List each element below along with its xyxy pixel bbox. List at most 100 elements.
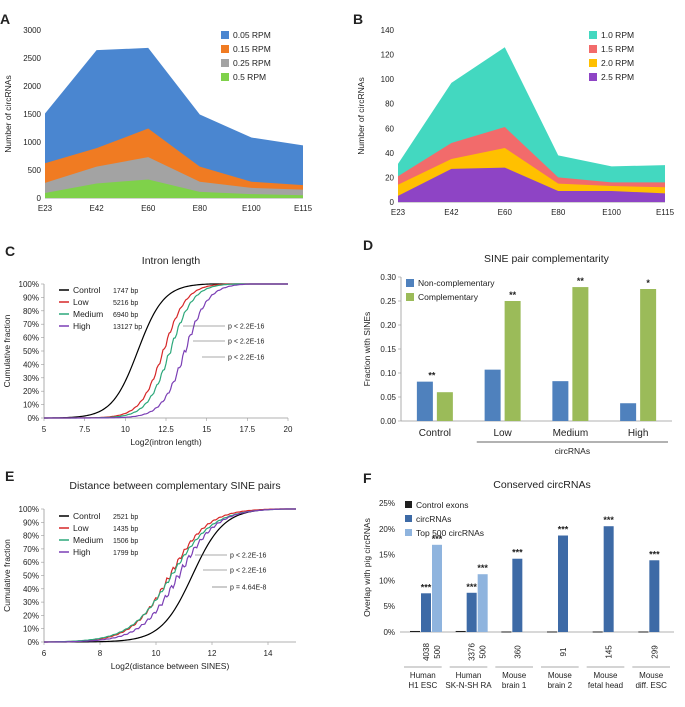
legend-swatch — [589, 45, 597, 53]
y-tick-label: 90% — [23, 293, 39, 302]
x-axis-title: Log2(distance between SINES) — [111, 661, 230, 671]
y-tick-label: 10% — [23, 401, 39, 410]
legend-label: 0.05 RPM — [233, 30, 271, 40]
y-tick-label: 40% — [23, 585, 39, 594]
x-tick-label: 20 — [284, 425, 293, 434]
y-axis-title: Cumulative fraction — [2, 314, 12, 387]
bar-control-exons — [547, 631, 557, 633]
bar-control-exons — [455, 630, 466, 632]
legend-median: 1799 bp — [113, 550, 138, 557]
y-tick-label: 0% — [27, 638, 39, 647]
x-axis-title: Log2(intron length) — [130, 437, 202, 447]
legend-label: Complementary — [418, 292, 479, 302]
y-tick-label: 3000 — [23, 26, 41, 35]
legend-swatch — [406, 293, 414, 301]
bar-control-exons — [501, 631, 512, 633]
legend-label: High — [73, 321, 91, 331]
bar-top-500-circrnas — [477, 574, 488, 632]
y-tick-label: 2500 — [23, 54, 41, 63]
legend-swatch — [589, 31, 597, 39]
count-label: 145 — [605, 645, 614, 659]
bar-control-exons — [592, 631, 603, 633]
bar-non-complementary — [416, 381, 433, 421]
y-tick-label: 100% — [19, 505, 39, 514]
legend-label: Medium — [73, 309, 103, 319]
legend-label: 2.0 RPM — [601, 58, 634, 68]
legend-label: 0.15 RPM — [233, 44, 271, 54]
y-tick-label: 0 — [37, 194, 42, 203]
y-tick-label: 0% — [27, 414, 39, 423]
y-tick-label: 0.05 — [380, 393, 396, 402]
bar-non-complementary — [484, 369, 501, 421]
panel-letter: F — [363, 470, 372, 486]
y-tick-label: 20% — [379, 525, 395, 534]
y-tick-label: 80 — [385, 100, 394, 109]
area-series-4 — [398, 167, 665, 202]
x-tick-label: E80 — [193, 204, 208, 213]
x-tick-label: E23 — [391, 208, 406, 217]
y-axis-title: Cumulative fraction — [2, 539, 12, 612]
p-value-annotation: p = 4.64E-8 — [230, 585, 266, 592]
legend-label: Low — [73, 523, 89, 533]
count-label: 500 — [433, 645, 442, 659]
significance-stars: * — [646, 278, 650, 288]
y-tick-label: 50% — [23, 347, 39, 356]
legend-label: 0.5 RPM — [233, 72, 266, 82]
y-tick-label: 60 — [385, 124, 394, 133]
significance-stars: *** — [421, 582, 432, 592]
count-label: 3376 — [468, 643, 477, 661]
y-axis-title: Fraction with SINEs — [362, 312, 372, 387]
bar-non-complementary — [620, 403, 637, 421]
legend-label: Control — [73, 511, 101, 521]
y-tick-label: 25% — [379, 499, 395, 508]
panel-c-cumulative-chart: C Intron length 0% 10% 20% 30% 40% 50% 60% 70% 80%… — [2, 243, 293, 447]
p-value-annotation: p < 2.2E-16 — [230, 553, 266, 560]
x-tick-label: E80 — [551, 208, 566, 217]
count-label: 360 — [513, 645, 522, 659]
y-tick-label: 40 — [385, 149, 394, 158]
x-category-label: diff. ESC — [635, 681, 667, 690]
legend-swatch — [589, 73, 597, 81]
x-category-label: brain 1 — [502, 681, 527, 690]
p-value-annotation: p < 2.2E-16 — [230, 568, 266, 575]
y-axis-title: Overlap with pig circRNAs — [362, 518, 372, 617]
bar-circrnas — [466, 592, 477, 632]
x-category-label: Mouse — [639, 671, 664, 680]
chart-title: Conserved circRNAs — [493, 479, 590, 491]
y-tick-label: 30% — [23, 598, 39, 607]
p-value-annotation: p < 2.2E-16 — [228, 339, 264, 346]
legend-swatch — [589, 59, 597, 67]
bar-complementary — [572, 287, 589, 421]
y-tick-label: 60% — [23, 334, 39, 343]
x-tick-label: 10 — [121, 425, 130, 434]
x-tick-label: E60 — [141, 204, 156, 213]
legend-label: Control — [73, 285, 101, 295]
y-tick-label: 0.10 — [380, 369, 396, 378]
cdf-curve-high — [44, 283, 288, 419]
x-tick-label: 15 — [202, 425, 211, 434]
count-label: 4038 — [422, 643, 431, 661]
y-tick-label: 90% — [23, 518, 39, 527]
x-tick-label: E42 — [89, 204, 104, 213]
x-tick-label: E115 — [656, 208, 675, 217]
x-axis-title: circRNAs — [555, 446, 590, 456]
legend-label: Low — [73, 297, 89, 307]
x-tick-label: E42 — [444, 208, 459, 217]
bar-circrnas — [512, 558, 523, 632]
x-tick-label: E100 — [242, 204, 261, 213]
y-tick-label: 5% — [383, 602, 395, 611]
y-tick-label: 50% — [23, 572, 39, 581]
x-tick-label: 7.5 — [79, 425, 91, 434]
legend-label: Control exons — [416, 500, 468, 510]
bar-circrnas — [421, 593, 431, 632]
y-tick-label: 0% — [383, 628, 395, 637]
x-category-label: Medium — [553, 428, 589, 439]
significance-stars: *** — [477, 563, 488, 573]
legend-median: 1747 bp — [113, 288, 138, 295]
bar-top-500-circrnas — [432, 544, 442, 632]
y-tick-label: 500 — [28, 166, 42, 175]
legend-label: High — [73, 547, 91, 557]
x-category-label: Mouse — [593, 671, 618, 680]
panel-f-bar-chart: F Conserved circRNAs 0% 5% 10% 15% 20% 25% Overl… — [362, 470, 674, 690]
x-tick-label: 10 — [152, 649, 161, 658]
